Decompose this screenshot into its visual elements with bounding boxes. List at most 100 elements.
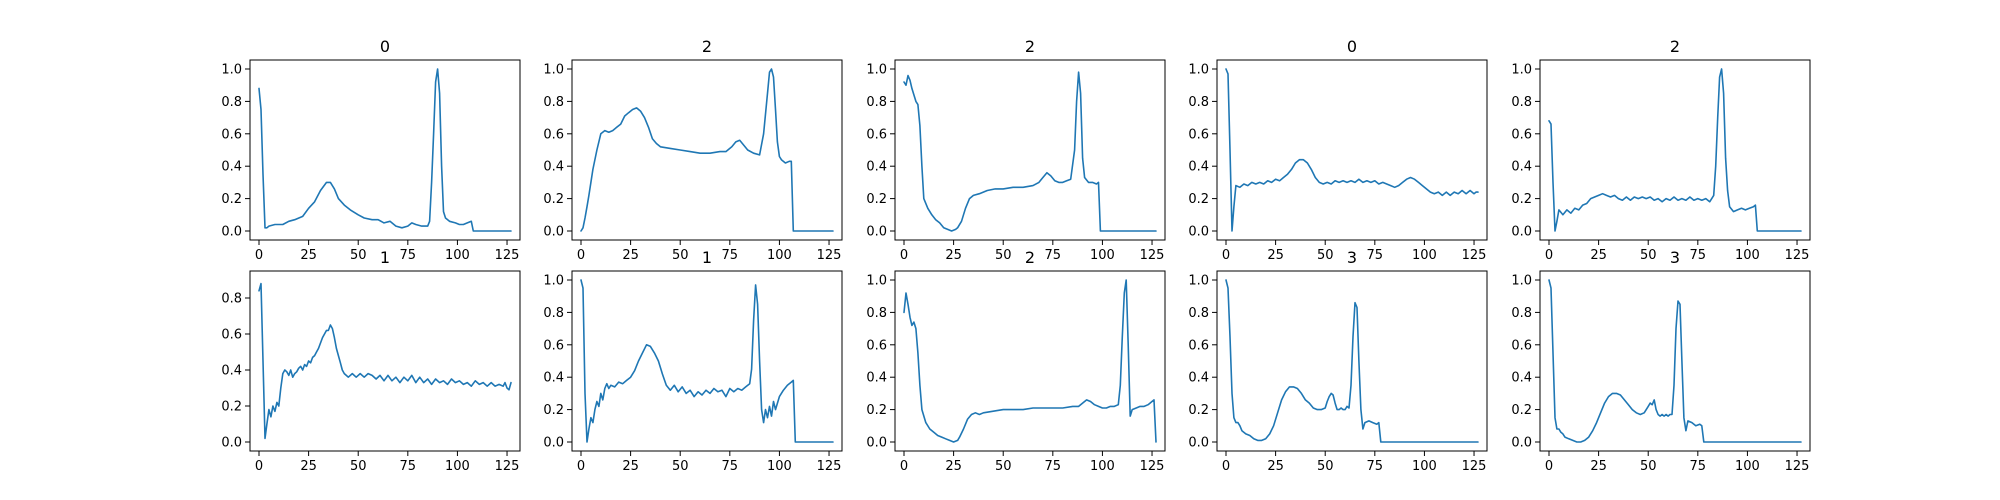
x-tick-label: 0 — [1545, 459, 1553, 474]
series-line — [1548, 279, 1802, 443]
x-tick-label: 125 — [1462, 459, 1487, 474]
y-tick-label: 0.6 — [866, 127, 887, 142]
x-tick-label: 50 — [350, 248, 367, 263]
series-line — [1548, 68, 1802, 232]
x-tick-label: 75 — [400, 459, 417, 474]
y-tick-label: 0.4 — [866, 160, 887, 175]
x-tick-label: 25 — [300, 248, 317, 263]
y-tick-label: 0.0 — [543, 436, 564, 451]
y-tick-label: 0.0 — [1188, 436, 1209, 451]
y-tick-label: 0.0 — [866, 436, 887, 451]
x-tick-label: 0 — [900, 248, 908, 263]
x-tick-label: 100 — [1412, 248, 1437, 263]
x-tick-label: 100 — [445, 459, 470, 474]
x-tick-label: 100 — [767, 248, 792, 263]
x-tick-label: 125 — [817, 459, 842, 474]
x-tick-label: 25 — [945, 459, 962, 474]
y-tick-label: 0.4 — [543, 371, 564, 386]
y-tick-label: 0.6 — [221, 127, 242, 142]
x-tick-label: 25 — [622, 459, 639, 474]
subplot-7: 1 0 25 50 75 100 125 0.0 0.2 0.4 0.6 0.8 1.0 — [543, 248, 843, 474]
x-tick-label: 0 — [900, 459, 908, 474]
axes-frame — [571, 59, 843, 241]
subplot-title: 2 — [702, 37, 712, 56]
x-tick-label: 25 — [1590, 459, 1607, 474]
x-tick-label: 50 — [1317, 459, 1334, 474]
x-tick-label: 75 — [722, 248, 739, 263]
y-tick-label: 1.0 — [1511, 63, 1532, 78]
x-tick-label: 0 — [255, 459, 263, 474]
subplot-1: 0 0 25 50 75 100 125 0.0 0.2 0.4 0.6 0.8 1.0 — [221, 37, 521, 263]
y-tick-label: 0.8 — [543, 306, 564, 321]
x-tick-label: 0 — [1222, 248, 1230, 263]
axes-frame — [249, 59, 521, 241]
series-line — [903, 71, 1157, 232]
x-tick-label: 50 — [1640, 459, 1657, 474]
x-tick-label: 25 — [300, 459, 317, 474]
subplot-title: 3 — [1347, 248, 1357, 267]
series-line — [580, 279, 834, 443]
y-tick-label: 0.6 — [1188, 127, 1209, 142]
y-tick-label: 0.6 — [543, 338, 564, 353]
y-tick-label: 1.0 — [866, 63, 887, 78]
x-tick-label: 50 — [672, 459, 689, 474]
y-tick-label: 0.2 — [1511, 192, 1532, 207]
y-tick-label: 1.0 — [1188, 274, 1209, 289]
y-tick-label: 1.0 — [221, 63, 242, 78]
x-tick-label: 75 — [1690, 248, 1707, 263]
x-tick-label: 125 — [1462, 248, 1487, 263]
axes-frame — [571, 270, 843, 452]
series-line — [1225, 279, 1479, 443]
y-tick-label: 1.0 — [1188, 63, 1209, 78]
subplot-3: 2 0 25 50 75 100 125 0.0 0.2 0.4 0.6 0.8 1.0 — [866, 37, 1166, 263]
subplot-8: 2 0 25 50 75 100 125 0.0 0.2 0.4 0.6 0.8 1.0 — [866, 248, 1166, 474]
y-tick-label: 1.0 — [1511, 274, 1532, 289]
subplot-title: 1 — [380, 248, 390, 267]
subplot-title: 1 — [702, 248, 712, 267]
y-tick-label: 0.2 — [1188, 192, 1209, 207]
series-line — [1225, 68, 1479, 232]
y-tick-label: 0.8 — [221, 292, 242, 307]
subplot-10: 3 0 25 50 75 100 125 0.0 0.2 0.4 0.6 0.8 1.0 — [1511, 248, 1811, 474]
subplot-title: 0 — [1347, 37, 1357, 56]
y-tick-label: 0.4 — [1188, 371, 1209, 386]
x-tick-label: 0 — [577, 248, 585, 263]
y-tick-label: 0.6 — [1511, 338, 1532, 353]
y-tick-label: 0.4 — [1511, 371, 1532, 386]
x-tick-label: 25 — [1267, 248, 1284, 263]
x-tick-label: 125 — [1140, 248, 1165, 263]
series-line — [580, 68, 834, 232]
x-tick-label: 25 — [1590, 248, 1607, 263]
y-tick-label: 0.2 — [866, 403, 887, 418]
series-line — [903, 279, 1157, 443]
y-tick-label: 0.6 — [866, 338, 887, 353]
axes-frame — [894, 270, 1166, 452]
axes-frame — [1216, 59, 1488, 241]
x-tick-label: 125 — [1785, 459, 1810, 474]
y-tick-label: 0.2 — [543, 403, 564, 418]
x-tick-label: 100 — [445, 248, 470, 263]
x-tick-label: 75 — [722, 459, 739, 474]
x-tick-label: 75 — [1045, 248, 1062, 263]
x-tick-label: 50 — [995, 248, 1012, 263]
y-tick-label: 0.8 — [221, 95, 242, 110]
y-tick-label: 0.0 — [1511, 225, 1532, 240]
y-tick-label: 0.2 — [1188, 403, 1209, 418]
x-tick-label: 100 — [1090, 248, 1115, 263]
y-tick-label: 0.0 — [543, 225, 564, 240]
x-tick-label: 75 — [400, 248, 417, 263]
subplot-title: 2 — [1025, 37, 1035, 56]
x-tick-label: 75 — [1690, 459, 1707, 474]
x-tick-label: 50 — [350, 459, 367, 474]
y-tick-label: 0.6 — [543, 127, 564, 142]
y-tick-label: 0.8 — [1188, 306, 1209, 321]
subplot-5: 2 0 25 50 75 100 125 0.0 0.2 0.4 0.6 0.8 1.0 — [1511, 37, 1811, 263]
subplot-2: 2 0 25 50 75 100 125 0.0 0.2 0.4 0.6 0.8 1.0 — [543, 37, 843, 263]
x-tick-label: 125 — [817, 248, 842, 263]
subplot-title: 2 — [1670, 37, 1680, 56]
y-tick-label: 0.4 — [1511, 160, 1532, 175]
y-tick-label: 0.8 — [1511, 95, 1532, 110]
x-tick-label: 100 — [1412, 459, 1437, 474]
x-tick-label: 125 — [1785, 248, 1810, 263]
